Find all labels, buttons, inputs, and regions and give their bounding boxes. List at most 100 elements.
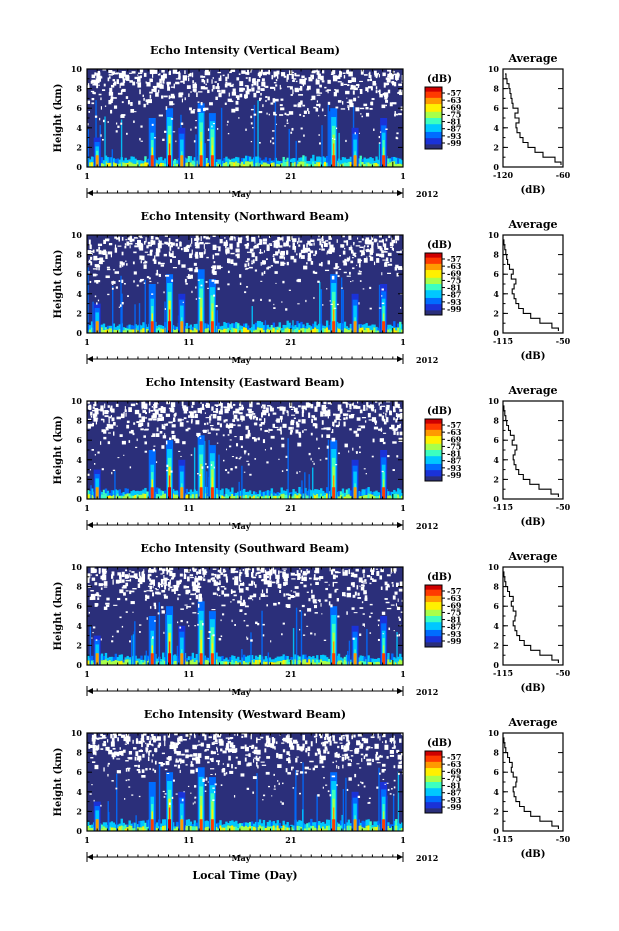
no-data-gap xyxy=(230,252,235,255)
no-data-gap xyxy=(232,419,236,423)
no-data-gap xyxy=(274,569,277,576)
colorbar-swatch xyxy=(425,297,442,300)
boundary-layer-cell xyxy=(138,658,141,663)
no-data-gap xyxy=(191,581,196,587)
colorbar-swatch xyxy=(425,135,442,138)
no-data-gap xyxy=(268,429,273,431)
boundary-layer-cell xyxy=(120,654,123,661)
plume-core xyxy=(353,321,357,333)
boundary-layer-cell xyxy=(306,662,309,665)
no-data-gap xyxy=(217,578,219,580)
no-data-gap xyxy=(126,132,128,135)
boundary-layer-cell xyxy=(130,491,133,496)
no-data-gap xyxy=(164,584,167,590)
boundary-layer-cell xyxy=(239,325,242,331)
boundary-layer-cell xyxy=(110,325,114,329)
no-data-gap xyxy=(271,581,276,584)
no-data-gap xyxy=(220,586,225,588)
no-data-gap xyxy=(160,75,165,81)
no-data-gap xyxy=(183,409,188,414)
colorbar-tick-label: -63 xyxy=(447,427,462,437)
boundary-layer-cell xyxy=(258,490,262,495)
no-data-gap xyxy=(324,599,328,602)
boundary-layer-cell xyxy=(284,161,287,167)
no-data-gap xyxy=(110,96,114,101)
no-data-gap xyxy=(112,280,114,282)
plume-core xyxy=(199,155,203,167)
no-data-gap xyxy=(171,424,176,428)
profile-y-tick-label: 4 xyxy=(493,289,499,299)
year-label: 2012 xyxy=(416,687,438,697)
boundary-layer-cell xyxy=(260,164,264,167)
boundary-layer-cell xyxy=(207,657,210,661)
no-data-gap xyxy=(205,69,209,76)
boundary-layer-cell xyxy=(112,494,116,499)
y-tick-label: 4 xyxy=(76,621,82,631)
no-data-gap xyxy=(363,409,366,411)
boundary-layer-cell xyxy=(286,655,289,660)
no-data-gap xyxy=(324,115,327,117)
profile-y-tick-label: 8 xyxy=(493,84,499,94)
boundary-layer-cell xyxy=(349,490,353,496)
no-data-gap xyxy=(373,426,379,430)
no-data-gap xyxy=(194,82,197,88)
no-data-gap xyxy=(181,98,183,103)
boundary-layer-cell xyxy=(316,493,319,499)
no-data-gap xyxy=(147,574,150,580)
no-data-gap xyxy=(394,235,400,241)
boundary-layer-cell xyxy=(90,488,94,495)
boundary-layer-cell xyxy=(320,488,323,494)
no-data-gap xyxy=(337,81,342,83)
no-data-gap xyxy=(330,604,333,608)
no-data-gap xyxy=(209,420,211,424)
boundary-layer-cell xyxy=(345,661,349,665)
no-data-gap xyxy=(92,249,95,253)
boundary-layer-cell xyxy=(229,496,232,499)
boundary-layer-cell xyxy=(191,330,195,333)
boundary-layer-cell xyxy=(189,324,193,330)
no-data-gap xyxy=(87,578,90,583)
boundary-layer-cell xyxy=(102,822,106,827)
no-data-gap xyxy=(245,568,248,573)
no-data-gap xyxy=(220,408,223,413)
boundary-layer-cell xyxy=(266,324,270,329)
no-data-gap xyxy=(395,603,397,607)
no-data-gap xyxy=(91,79,96,83)
colorbar-swatch xyxy=(425,470,442,473)
boundary-layer-cell xyxy=(357,324,360,329)
no-data-gap xyxy=(343,271,347,274)
no-data-gap xyxy=(111,571,115,576)
boundary-layer-cell xyxy=(365,488,368,496)
no-data-gap xyxy=(103,249,107,254)
no-data-gap xyxy=(232,403,236,406)
no-data-gap xyxy=(310,260,314,265)
no-data-gap xyxy=(112,72,115,75)
boundary-layer-cell xyxy=(393,161,396,167)
profile-y-tick-label: 8 xyxy=(493,250,499,260)
no-data-gap xyxy=(183,585,187,589)
boundary-layer-cell xyxy=(162,329,165,333)
boundary-layer-cell xyxy=(395,658,398,663)
boundary-layer-cell xyxy=(347,488,351,495)
no-data-gap xyxy=(331,437,336,442)
no-data-gap xyxy=(273,258,276,263)
no-data-gap xyxy=(301,80,306,85)
no-data-gap xyxy=(275,79,278,82)
colorbar-tick-label: -93 xyxy=(447,131,462,141)
no-data-gap xyxy=(141,255,145,261)
no-data-gap xyxy=(170,118,174,120)
no-data-gap xyxy=(347,105,349,108)
no-data-gap xyxy=(185,570,190,573)
no-data-gap xyxy=(100,106,102,110)
no-data-gap xyxy=(394,266,398,271)
boundary-layer-cell xyxy=(288,659,291,662)
colorbar-swatch xyxy=(425,437,442,440)
no-data-gap xyxy=(312,423,317,427)
no-data-gap xyxy=(260,298,262,301)
no-data-gap xyxy=(160,406,164,410)
colorbar-tick-label: -93 xyxy=(447,463,462,473)
no-data-gap xyxy=(286,77,288,82)
boundary-layer-cell xyxy=(270,324,274,330)
no-data-gap xyxy=(259,597,261,600)
boundary-layer-cell xyxy=(262,491,266,497)
